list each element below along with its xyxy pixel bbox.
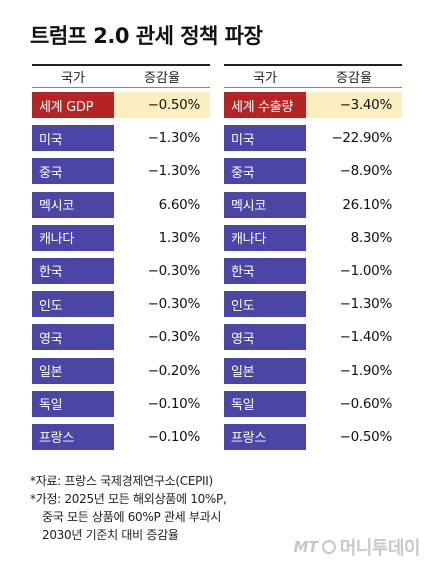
change-value-cell: −3.40% [306, 92, 402, 118]
country-cell: 인도 [224, 291, 306, 318]
country-cell: 프랑스 [224, 423, 306, 450]
publisher-name: 머니투데이 [339, 538, 421, 559]
publisher-mark: MT [293, 538, 319, 556]
table-row: 영국 −1.40% [224, 324, 402, 351]
assumption-note-cont: 2030년 기준치 대비 증감율 [42, 528, 179, 542]
table-row: 중국 −8.90% [224, 158, 402, 185]
change-value-cell: 1.30% [114, 224, 210, 251]
change-value-cell: 6.60% [114, 191, 210, 218]
country-cell: 중국 [32, 158, 114, 185]
table-row: 한국 −0.30% [32, 257, 210, 284]
change-value-cell: −0.30% [114, 324, 210, 351]
table-row: 미국 −1.30% [32, 125, 210, 152]
country-cell: 미국 [32, 125, 114, 152]
change-value-cell: −1.40% [306, 324, 402, 351]
table-header: 국가 증감율 [224, 64, 402, 88]
change-value-cell: −0.60% [306, 390, 402, 417]
table-header: 국가 증감율 [32, 64, 210, 88]
country-cell: 독일 [32, 390, 114, 417]
table-row: 일본 −0.20% [32, 357, 210, 384]
gdp-table: 국가 증감율 세계 GDP −0.50% 미국 −1.30% 중국 −1.30% 멕시코 6.… [32, 64, 210, 457]
country-cell: 한국 [224, 257, 306, 284]
table-row: 미국 −22.90% [224, 125, 402, 152]
header-country: 국가 [61, 71, 85, 86]
country-cell: 멕시코 [224, 191, 306, 218]
country-cell: 일본 [224, 357, 306, 384]
change-value-cell: −0.20% [114, 357, 210, 384]
change-value-cell: −1.30% [114, 158, 210, 185]
change-value-cell: −1.30% [306, 291, 402, 318]
country-cell: 프랑스 [32, 423, 114, 450]
footnotes: *자료: 프랑스 국제경제연구소(CEPII) *가정: 2025년 모든 해외… [30, 472, 227, 544]
table-row: 독일 −0.10% [32, 390, 210, 417]
table-row: 한국 −1.00% [224, 257, 402, 284]
table-row: 독일 −0.60% [224, 390, 402, 417]
header-change: 증감율 [336, 71, 372, 86]
page-title: 트럼프 2.0 관세 정책 파장 [30, 24, 263, 48]
publisher-watermark: MT 머니투데이 [293, 534, 421, 560]
country-cell: 중국 [224, 158, 306, 185]
change-value-cell: −0.10% [114, 423, 210, 450]
table-row: 캐나다 1.30% [32, 224, 210, 251]
change-value-cell: −0.30% [114, 291, 210, 318]
change-value-cell: −0.50% [114, 92, 210, 118]
source-note: *자료: 프랑스 국제경제연구소(CEPII) [30, 474, 213, 488]
country-cell: 영국 [32, 324, 114, 351]
table-row: 인도 −0.30% [32, 291, 210, 318]
change-value-cell: −0.50% [306, 423, 402, 450]
country-cell: 일본 [32, 357, 114, 384]
table-rows: 세계 수출량 −3.40% 미국 −22.90% 중국 −8.90% 멕시코 26.10% 캐나… [224, 92, 402, 450]
assumption-note-cont: 중국 모든 상품에 60%P 관세 부과시 [42, 510, 222, 524]
export-table: 국가 증감율 세계 수출량 −3.40% 미국 −22.90% 중국 −8.90% 멕시코 2… [224, 64, 402, 457]
change-value-cell: −1.00% [306, 257, 402, 284]
header-change: 증감율 [144, 71, 180, 86]
country-cell: 세계 GDP [32, 92, 114, 118]
country-cell: 한국 [32, 257, 114, 284]
country-cell: 독일 [224, 390, 306, 417]
header-country: 국가 [253, 71, 277, 86]
table-row: 중국 −1.30% [32, 158, 210, 185]
country-cell: 영국 [224, 324, 306, 351]
country-cell: 인도 [32, 291, 114, 318]
change-value-cell: −0.30% [114, 257, 210, 284]
table-row: 프랑스 −0.10% [32, 423, 210, 450]
change-value-cell: 26.10% [306, 191, 402, 218]
change-value-cell: −22.90% [306, 125, 402, 152]
change-value-cell: 8.30% [306, 224, 402, 251]
table-row: 프랑스 −0.50% [224, 423, 402, 450]
country-cell: 멕시코 [32, 191, 114, 218]
table-row: 세계 GDP −0.50% [32, 92, 210, 118]
logo-circle-icon [321, 540, 336, 554]
table-row: 인도 −1.30% [224, 291, 402, 318]
country-cell: 캐나다 [32, 224, 114, 251]
country-cell: 세계 수출량 [224, 92, 306, 118]
table-rows: 세계 GDP −0.50% 미국 −1.30% 중국 −1.30% 멕시코 6.60% 캐나다 1… [32, 92, 210, 450]
country-cell: 캐나다 [224, 224, 306, 251]
assumption-note: *가정: 2025년 모든 해외상품에 10%P, [30, 492, 227, 506]
table-row: 일본 −1.90% [224, 357, 402, 384]
change-value-cell: −1.30% [114, 125, 210, 152]
change-value-cell: −8.90% [306, 158, 402, 185]
table-row: 멕시코 26.10% [224, 191, 402, 218]
table-row: 영국 −0.30% [32, 324, 210, 351]
table-row: 세계 수출량 −3.40% [224, 92, 402, 118]
table-row: 멕시코 6.60% [32, 191, 210, 218]
table-row: 캐나다 8.30% [224, 224, 402, 251]
change-value-cell: −0.10% [114, 390, 210, 417]
country-cell: 미국 [224, 125, 306, 152]
change-value-cell: −1.90% [306, 357, 402, 384]
